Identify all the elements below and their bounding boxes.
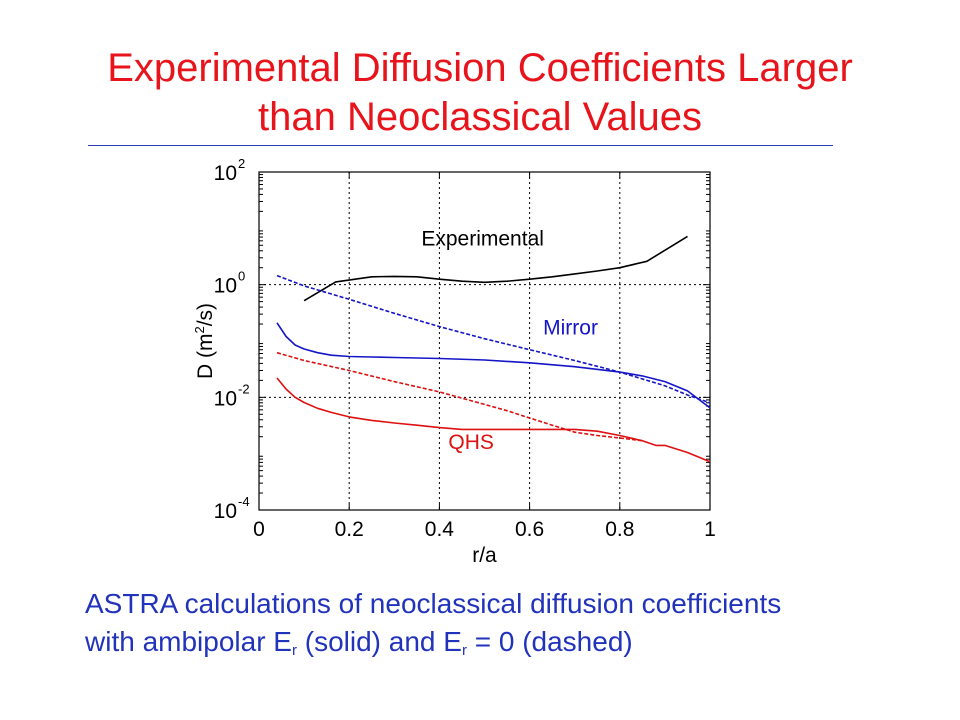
y-axis-label-pre: D (m (194, 334, 217, 380)
caption-l2-sub1: r (291, 642, 297, 659)
annotation-mirror: Mirror (543, 317, 598, 340)
slide-title: Experimental Diffusion Coefficients Larg… (40, 44, 920, 142)
y-tick-label-exponent: 0 (238, 269, 245, 284)
series-line-mirror-dashed (276, 274, 711, 404)
caption-l2-c: = 0 (dashed) (466, 626, 633, 657)
x-tick-label: 1 (704, 518, 716, 541)
caption-line-2: with ambipolar Er (solid) and Er = 0 (da… (85, 623, 945, 661)
title-line-2: than Neoclassical Values (258, 95, 702, 139)
series-line-experimental-solid (303, 235, 688, 302)
y-axis-label-sup: 2 (192, 326, 207, 333)
x-tick-label: 0.4 (425, 518, 455, 541)
x-tick-label: 0.2 (335, 518, 364, 541)
series-line-mirror-solid (276, 322, 711, 409)
caption-line-1: ASTRA calculations of neoclassical diffu… (85, 588, 782, 619)
y-tick-label-exponent: 2 (238, 156, 245, 171)
x-tick-label: 0.8 (605, 518, 634, 541)
title-line-1: Experimental Diffusion Coefficients Larg… (107, 46, 853, 90)
x-tick-label: 0.6 (515, 518, 544, 541)
y-tick-label-exponent: -4 (238, 494, 250, 509)
series-line-qhs-dashed (276, 351, 643, 442)
y-tick-label-base: 10 (214, 275, 237, 298)
caption-l2-b: (solid) and E (296, 626, 462, 657)
caption-l2-a: with ambipolar E (85, 626, 292, 657)
x-axis-label: r/a (472, 544, 497, 567)
x-tick-label: 0 (253, 518, 265, 541)
y-tick-label-exponent: -2 (238, 381, 250, 396)
caption-l2-sub2: r (461, 642, 467, 659)
plot-frame (258, 171, 711, 511)
y-tick-label-base: 10 (214, 500, 237, 523)
annotation-qhs: QHS (448, 431, 494, 454)
caption: ASTRA calculations of neoclassical diffu… (85, 585, 945, 661)
series-line-qhs-solid (276, 377, 711, 463)
annotation-experimental: Experimental (421, 227, 544, 250)
y-tick-label-base: 10 (214, 162, 237, 185)
title-divider (88, 145, 833, 146)
y-tick-label-base: 10 (214, 387, 237, 410)
y-axis-label-post: /s) (194, 303, 217, 326)
y-axis-label: D (m2/s) (192, 303, 217, 379)
